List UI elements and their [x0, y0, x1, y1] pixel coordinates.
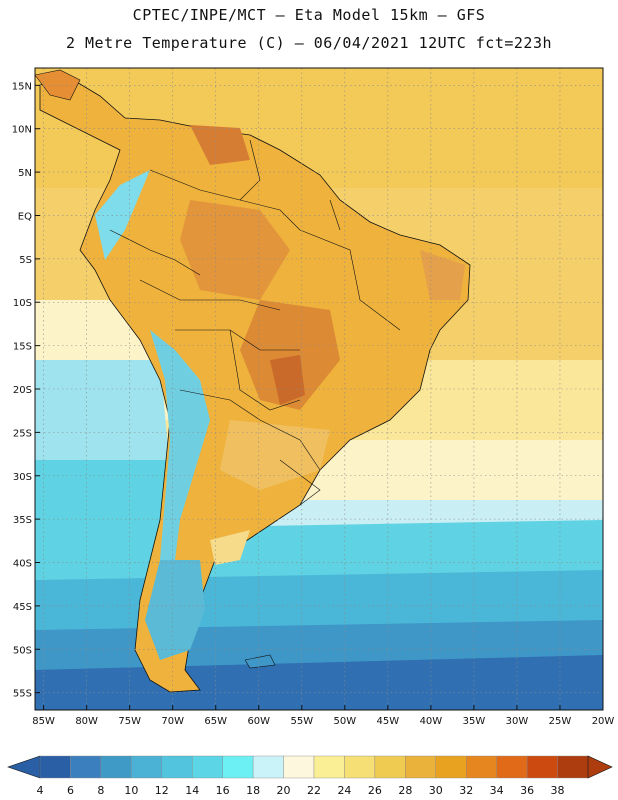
colorbar-swatch	[466, 755, 497, 779]
lon-label: 70W	[161, 716, 184, 727]
colorbar-swatch	[557, 755, 589, 779]
lat-label: 10S	[13, 298, 32, 309]
colorbar-label: 32	[459, 784, 473, 797]
lon-label: 80W	[75, 716, 98, 727]
lon-label: 35W	[463, 716, 486, 727]
lat-label: 10N	[12, 125, 32, 136]
lat-label: 5N	[18, 168, 32, 179]
pacific-cold	[35, 360, 170, 470]
colorbar-swatch	[39, 755, 71, 779]
falkland-islands	[244, 654, 276, 669]
northeast-warm-area	[420, 250, 465, 300]
map-gridlines	[35, 68, 603, 710]
colorbar-swatch	[283, 755, 315, 779]
lon-label: 60W	[247, 716, 270, 727]
colorbar-label: 16	[216, 784, 230, 797]
lon-label: 75W	[118, 716, 141, 727]
pampas-warm-area	[220, 420, 330, 490]
colorbar-swatch	[161, 755, 193, 779]
colorbar-swatch	[313, 755, 345, 779]
patagonia-mild-area	[210, 530, 250, 565]
colorbar-swatch	[100, 755, 132, 779]
colorbar-label: 8	[97, 784, 104, 797]
colorbar-label: 6	[67, 784, 74, 797]
colorbar-label: 22	[307, 784, 321, 797]
colorbar-swatch	[222, 755, 254, 779]
longitude-axis: 85W 80W 75W 70W 65W 60W 55W 50W 45W 40W 35W 30W 25W 2…	[32, 705, 614, 727]
andes-central-cold	[150, 330, 210, 560]
lon-label: 55W	[290, 716, 313, 727]
colorbar-label: 24	[337, 784, 351, 797]
lon-label: 25W	[549, 716, 572, 727]
colorbar-low-arrow	[7, 755, 41, 779]
colorbar-label: 10	[124, 784, 138, 797]
lat-label: 15N	[12, 81, 32, 92]
colorbar-label: 14	[185, 784, 199, 797]
colorbar-swatch	[526, 755, 558, 779]
pantanal-hot-spot	[270, 355, 305, 405]
chart-title-line2: 2 Metre Temperature (C) – 06/04/2021 12U…	[65, 34, 553, 52]
lon-label: 45W	[377, 716, 400, 727]
colorbar-label: 20	[277, 784, 291, 797]
lat-label: 20S	[13, 385, 32, 396]
colorbar: 4 6 8 10 12 14 16 18 20 22 24 26 28 30 32 34 36 38	[7, 755, 613, 797]
colorbar-swatch	[131, 755, 162, 779]
central-america-land	[35, 69, 81, 101]
colorbar-swatch	[192, 755, 223, 779]
colorbar-label: 18	[246, 784, 260, 797]
lat-label: 35S	[13, 515, 32, 526]
colorbar-swatch	[70, 755, 102, 779]
lat-label: 30S	[13, 472, 32, 483]
colorbar-high-arrow	[587, 755, 613, 779]
colorbar-swatch	[405, 755, 436, 779]
colorbar-label: 36	[520, 784, 534, 797]
lat-label: 25S	[13, 428, 32, 439]
andes-south-cold	[145, 560, 205, 660]
andes-north-cold	[95, 170, 150, 260]
venezuela-hot-spot	[190, 125, 250, 165]
lon-label: 40W	[420, 716, 443, 727]
country-borders	[109, 139, 401, 506]
colorbar-swatch	[374, 755, 406, 779]
lon-label: 30W	[506, 716, 529, 727]
colorbar-swatch	[344, 755, 376, 779]
colorbar-label: 4	[37, 784, 44, 797]
colorbar-label: 30	[429, 784, 443, 797]
colorbar-label: 26	[368, 784, 382, 797]
lon-label: 50W	[334, 716, 357, 727]
lon-label: 85W	[32, 716, 55, 727]
lat-label: 45S	[13, 602, 32, 613]
chart-title-line1: CPTEC/INPE/MCT – Eta Model 15km – GFS	[132, 6, 486, 24]
lat-label: 15S	[13, 342, 32, 353]
lat-label: EQ	[18, 211, 32, 222]
lat-label: 50S	[13, 645, 32, 656]
colorbar-swatch	[496, 755, 528, 779]
colorbar-label: 34	[490, 784, 504, 797]
lon-label: 65W	[204, 716, 227, 727]
colorbar-label: 38	[551, 784, 565, 797]
colorbar-swatch	[252, 755, 284, 779]
colorbar-label: 28	[398, 784, 412, 797]
colorbar-label: 12	[155, 784, 169, 797]
lat-label: 55S	[13, 689, 32, 700]
pacific-colder	[35, 460, 170, 560]
temperature-field	[35, 68, 603, 710]
colorbar-swatch	[435, 755, 467, 779]
central-hot-area	[240, 300, 340, 410]
lat-label: 40S	[13, 559, 32, 570]
lat-label: 5S	[19, 255, 32, 266]
lon-label: 20W	[592, 716, 615, 727]
latitude-axis: 15N 10N 5N EQ 5S 10S 15S 20S 25S 30S 35S 40S 45S 50S 5…	[12, 81, 40, 700]
amazon-hot-area	[180, 200, 290, 300]
